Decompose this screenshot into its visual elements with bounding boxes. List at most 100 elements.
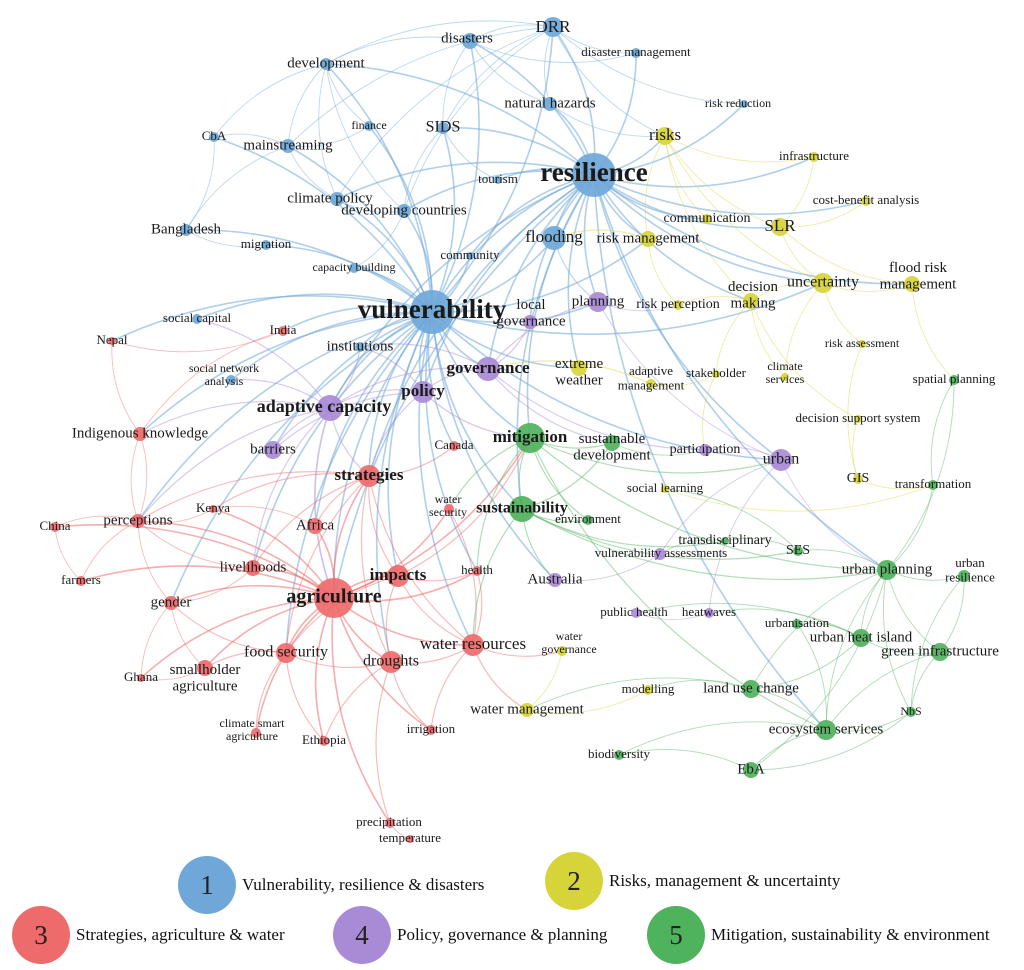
- node-communication: [702, 214, 712, 224]
- node-label-urban-heat-island: urban heat island: [810, 629, 913, 645]
- edge-urban-planning-to-nbs: [883, 569, 912, 713]
- edge-adaptive-capacity-to-indigenous-knowledge: [139, 400, 331, 435]
- edge-resilience-to-decision-making: [593, 174, 752, 302]
- edge-governance-to-institutions: [359, 343, 489, 370]
- node-urban-resilience: [958, 570, 970, 582]
- edge-sustainability-to-water-resources: [472, 508, 523, 646]
- edge-sids-to-tourism: [442, 127, 499, 181]
- node-label-bangladesh: Bangladesh: [151, 221, 221, 237]
- edge-adaptive-management-to-governance: [487, 360, 652, 385]
- edge-sustainability-to-transdisciplinary: [521, 508, 726, 548]
- edge-urban-planning-to-land-use-change: [750, 569, 888, 690]
- edge-mitigation-to-ecosystem-services: [529, 437, 827, 731]
- edge-vulnerability-to-finance: [368, 125, 433, 313]
- node-ghana: [137, 674, 145, 682]
- edge-urban-planning-to-green-infrastructure: [886, 569, 941, 653]
- edge-water-management-to-modelling: [526, 689, 649, 714]
- edge-ecosystem-services-to-biodiversity: [618, 721, 827, 756]
- node-decision-making: [743, 293, 759, 309]
- node-label-disasters: disasters: [441, 30, 493, 46]
- node-local-governance: [523, 315, 537, 329]
- node-vulnerability: [410, 290, 454, 334]
- node-risk-assessment: [858, 340, 866, 348]
- edge-flood-risk-management-to-spatial-planning: [911, 283, 955, 381]
- node-vulnerability-assessments: [654, 548, 666, 560]
- node-risk-management: [640, 231, 656, 247]
- edge-drr-to-risks: [552, 26, 666, 137]
- node-cba: [209, 132, 219, 142]
- node-stakeholder: [712, 370, 720, 378]
- legend-label-1: Vulnerability, resilience & disasters: [242, 875, 485, 894]
- edge-drr-to-development: [325, 20, 554, 65]
- node-adaptive-capacity: [317, 395, 343, 421]
- node-label-canada: Canada: [435, 437, 474, 452]
- node-label-institutions: institutions: [327, 338, 394, 354]
- edge-vulnerability-to-impacts: [387, 311, 433, 577]
- edge-gender-to-livelihoods: [170, 567, 254, 604]
- node-label-infrastructure: infrastructure: [779, 148, 849, 163]
- edge-gender-to-food-security: [170, 602, 287, 654]
- node-decision-support-system: [854, 415, 862, 423]
- edge-decision-making-to-decision-support-system: [750, 300, 859, 420]
- edge-urban-planning-to-transformation: [886, 484, 934, 571]
- edge-vulnerability-to-mainstreaming: [287, 145, 433, 313]
- edge-nepal-to-india: [111, 330, 284, 353]
- node-label-extreme-weather: extreme weather: [555, 356, 604, 389]
- node-indigenous-knowledge: [133, 427, 147, 441]
- node-modelling: [643, 685, 653, 695]
- edge-india-to-indigenous-knowledge: [139, 330, 284, 435]
- node-precipitation: [385, 818, 395, 828]
- node-label-uncertainty: uncertainty: [787, 274, 859, 291]
- edge-land-use-change-to-urban-heat-island: [750, 637, 862, 690]
- node-label-modelling: modelling: [622, 681, 675, 696]
- edge-resilience-to-flood-risk-management: [593, 174, 913, 285]
- node-eba: [743, 762, 759, 778]
- edge-agriculture-to-gender: [170, 584, 335, 604]
- keyword-network-diagram: resilience vulnerability DRR disasters disas…: [39, 17, 999, 845]
- edge-mainstreaming-to-cba: [213, 133, 289, 147]
- node-label-community: community: [440, 247, 500, 262]
- edge-strategies-to-droughts: [360, 475, 392, 663]
- edge-sids-to-developing-countries: [403, 127, 444, 212]
- legend-label-2: Risks, management & uncertainty: [609, 871, 841, 890]
- node-label-resilience: resilience: [540, 157, 647, 187]
- edge-adaptive-capacity-to-agriculture: [314, 407, 335, 599]
- edge-risks-to-risk-management: [644, 135, 666, 240]
- node-label-ethiopia: Ethiopia: [302, 732, 346, 747]
- edge-australia-to-vulnerability-assessments: [554, 553, 661, 582]
- network-nodes: [50, 17, 970, 843]
- node-label-risks: risks: [649, 125, 681, 144]
- legend-number-4: 4: [355, 919, 369, 950]
- node-label-decision-support-system: decision support system: [796, 410, 921, 425]
- edge-risk-assessment-to-gis: [847, 343, 863, 480]
- node-label-sustainability: sustainability: [476, 500, 568, 517]
- node-risk-perception: [673, 300, 683, 310]
- edge-resilience-to-cost-benefit-analysis: [593, 174, 867, 215]
- node-social-capital: [192, 314, 202, 324]
- node-ecosystem-services: [816, 720, 836, 740]
- node-adaptive-management: [646, 379, 656, 389]
- node-ses: [793, 546, 803, 556]
- edge-governance-to-sustainable-development: [487, 368, 613, 444]
- edge-perceptions-to-china: [54, 515, 139, 528]
- edge-perceptions-to-farmers: [80, 520, 139, 582]
- node-social-learning: [661, 485, 669, 493]
- node-climate-services: [781, 373, 789, 381]
- node-label-mitigation: mitigation: [493, 427, 568, 446]
- edge-resilience-to-sustainability: [516, 174, 595, 510]
- legend-number-3: 3: [34, 919, 48, 950]
- node-spatial-planning: [949, 375, 959, 385]
- legend-circle-4: 4: [333, 906, 391, 964]
- node-label-transdisciplinary: transdisciplinary: [678, 533, 771, 548]
- edge-resilience-to-development: [325, 63, 595, 176]
- node-extreme-weather: [571, 360, 587, 376]
- node-developing-countries: [397, 204, 411, 218]
- edge-vulnerability-to-uncertainty: [431, 282, 824, 335]
- node-label-communication: communication: [663, 211, 750, 226]
- node-community: [466, 252, 474, 260]
- edge-development-to-finance: [325, 63, 370, 127]
- edge-urban-to-urban-planning: [780, 459, 888, 571]
- node-gis: [853, 474, 863, 484]
- node-water-management: [520, 703, 534, 717]
- edge-disasters-to-sids: [442, 40, 471, 129]
